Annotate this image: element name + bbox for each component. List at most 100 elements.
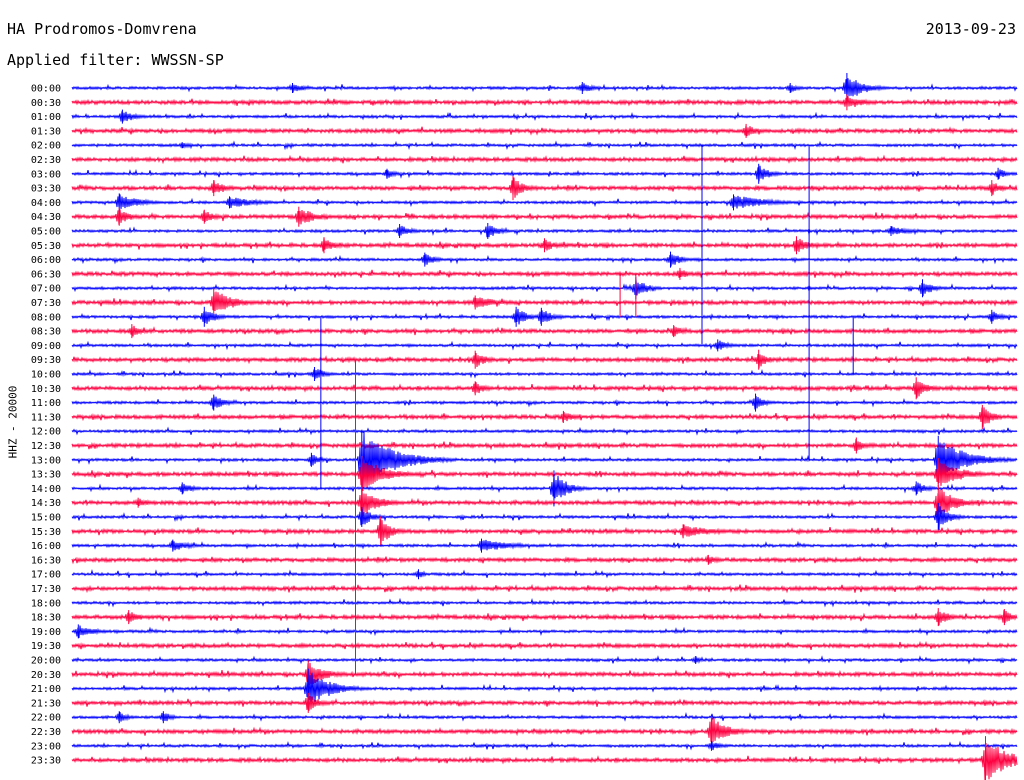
trace-line (71, 459, 1018, 491)
time-tick-label: 13:00 (31, 455, 61, 466)
trace-line (71, 662, 1018, 686)
trace-line (71, 368, 1018, 379)
time-tick-label: 21:00 (31, 684, 61, 695)
time-tick-label: 12:30 (31, 441, 61, 452)
seismogram-traces (71, 73, 1018, 780)
trace-line (71, 597, 1018, 608)
trace-line (71, 395, 1018, 410)
trace-line (71, 506, 1018, 530)
time-tick-label: 06:00 (31, 255, 61, 266)
time-tick-label: 19:30 (31, 641, 61, 652)
time-tick-label: 18:30 (31, 613, 61, 624)
time-tick-label: 02:30 (31, 155, 61, 166)
trace-line (71, 325, 1018, 337)
trace-line (71, 475, 1018, 499)
time-tick-label: 12:00 (31, 427, 61, 438)
time-tick-label: 14:30 (31, 498, 61, 509)
trace-line (71, 487, 1018, 517)
trace-line (71, 655, 1018, 665)
trace-line (71, 583, 1018, 594)
trace-line (71, 609, 1018, 626)
trace-line (71, 78, 1018, 99)
time-tick-label: 04:00 (31, 198, 61, 209)
trace-line (71, 569, 1018, 579)
time-tick-label: 01:30 (31, 126, 61, 137)
time-tick-label: 05:00 (31, 227, 61, 238)
time-tick-label: 16:00 (31, 541, 61, 552)
time-tick-label: 15:00 (31, 513, 61, 524)
time-tick-label: 10:00 (31, 370, 61, 381)
time-tick-label: 00:30 (31, 98, 61, 109)
trace-line (71, 717, 1018, 743)
time-tick-label: 22:00 (31, 713, 61, 724)
trace-line (71, 740, 1018, 751)
trace-line (71, 96, 1018, 107)
trace-line (71, 625, 1018, 639)
time-tick-label: 23:00 (31, 741, 61, 752)
time-tick-label: 08:00 (31, 312, 61, 323)
time-tick-label: 01:00 (31, 112, 61, 123)
trace-line (71, 165, 1018, 182)
trace-line (71, 254, 1018, 267)
station-title: HA Prodromos-Domvrena (7, 20, 197, 38)
trace-line (71, 742, 1018, 780)
time-tick-label: 11:00 (31, 398, 61, 409)
time-tick-label: 16:30 (31, 555, 61, 566)
time-tick-label: 07:00 (31, 284, 61, 295)
trace-line (71, 225, 1018, 238)
trace-line (71, 154, 1018, 165)
filter-label: Applied filter: WWSSN-SP (7, 51, 224, 69)
trace-line (71, 712, 1018, 722)
trace-line (71, 555, 1018, 565)
time-tick-label: 14:00 (31, 484, 61, 495)
time-tick-label: 17:00 (31, 570, 61, 581)
time-tick-label: 20:00 (31, 656, 61, 667)
time-tick-label: 23:30 (31, 756, 61, 767)
trace-line (71, 279, 1018, 297)
time-tick-label: 10:30 (31, 384, 61, 395)
time-tick-label: 18:00 (31, 598, 61, 609)
trace-line (71, 140, 1018, 151)
time-tick-label: 11:30 (31, 412, 61, 423)
trace-line (71, 291, 1018, 312)
trace-line (71, 438, 1018, 452)
trace-line (71, 111, 1018, 122)
trace-line (71, 695, 1018, 711)
time-tick-label: 07:30 (31, 298, 61, 309)
time-tick-label: 04:30 (31, 212, 61, 223)
time-tick-label: 13:30 (31, 470, 61, 481)
trace-line (71, 381, 1018, 398)
trace-line (71, 672, 1018, 702)
time-tick-label: 09:30 (31, 355, 61, 366)
time-tick-label: 15:30 (31, 527, 61, 538)
trace-line (71, 308, 1018, 325)
time-tick-label: 02:00 (31, 141, 61, 152)
trace-line (71, 340, 1018, 351)
trace-line (71, 640, 1018, 651)
trace-line (71, 177, 1018, 198)
date-label: 2013-09-23 (925, 20, 1016, 38)
time-tick-labels: 00:00 00:30 01:00 01:30 02:00 02:30 03:00 03:30… (31, 84, 61, 767)
time-tick-label: 17:30 (31, 584, 61, 595)
trace-line (71, 194, 1018, 209)
trace-line (71, 539, 1018, 551)
trace-line (71, 352, 1018, 369)
time-tick-label: 20:30 (31, 670, 61, 681)
time-tick-label: 09:00 (31, 341, 61, 352)
trace-line (71, 426, 1018, 436)
time-tick-label: 00:00 (31, 84, 61, 95)
time-tick-label: 03:00 (31, 169, 61, 180)
trace-line (71, 209, 1018, 225)
time-tick-label: 03:30 (31, 184, 61, 195)
time-tick-label: 21:30 (31, 698, 61, 709)
time-tick-label: 06:30 (31, 269, 61, 280)
trace-line (71, 519, 1018, 545)
time-tick-label: 08:30 (31, 327, 61, 338)
trace-line (71, 407, 1018, 427)
trace-line (71, 431, 1018, 483)
trace-line (71, 269, 1018, 279)
time-tick-label: 19:00 (31, 627, 61, 638)
time-tick-label: 05:30 (31, 241, 61, 252)
trace-line (71, 125, 1018, 137)
